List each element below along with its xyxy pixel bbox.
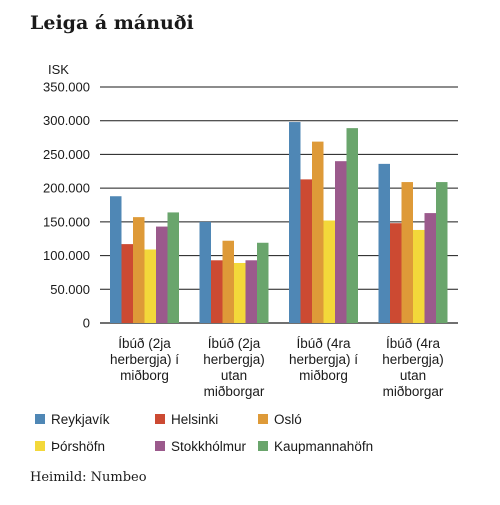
bar-þórshöfn (234, 262, 246, 323)
legend: Reykjavík Helsinki Osló Þórshöfn Stokkhólmur… (35, 412, 373, 454)
bar-helsinki (300, 179, 312, 323)
bar-stokkhólmur (335, 161, 347, 323)
legend-swatch (258, 414, 268, 424)
bar-reykjavík (199, 221, 211, 323)
bar-þórshöfn (413, 229, 425, 323)
legend-label: Kaupmannahöfn (274, 439, 373, 454)
bar-stokkhólmur (156, 226, 168, 323)
y-tick-label: 150.000 (43, 214, 90, 229)
legend-item: Osló (258, 412, 302, 427)
legend-swatch (155, 441, 165, 451)
x-category-label: Íbúð (2ja herbergja) utan miðborgar (203, 336, 265, 399)
legend-swatch (35, 414, 45, 424)
bar-kaupmannahöfn (257, 242, 269, 323)
bar-stokkhólmur (424, 213, 436, 323)
bars (110, 122, 448, 323)
bar-reykjavík (378, 163, 390, 323)
legend-swatch (258, 441, 268, 451)
legend-item: Helsinki (155, 412, 218, 427)
y-tick-label: 200.000 (43, 181, 90, 196)
legend-label: Reykjavík (51, 412, 110, 427)
x-category-label: Íbúð (2ja herbergja) í miðborg (110, 336, 179, 383)
y-axis-ticks: 0 50.000 100.000 150.000 200.000 250.000 300.0… (43, 80, 90, 331)
y-axis-label: ISK (48, 62, 69, 77)
y-tick-label: 350.000 (43, 80, 90, 95)
y-tick-label: 50.000 (50, 282, 90, 297)
source-note: Heimild: Numbeo (30, 470, 147, 485)
x-category-label: Íbúð (4ra herbergja) utan miðborgar (382, 336, 444, 399)
legend-label: Osló (274, 412, 302, 427)
legend-label: Þórshöfn (51, 439, 105, 454)
legend-label: Stokkhólmur (171, 439, 247, 454)
legend-item: Þórshöfn (35, 439, 105, 454)
bar-osló (133, 217, 145, 323)
legend-item: Stokkhólmur (155, 439, 247, 454)
bar-kaupmannahöfn (436, 182, 448, 323)
legend-swatch (35, 441, 45, 451)
bar-helsinki (390, 223, 402, 323)
bar-þórshöfn (144, 249, 156, 323)
legend-item: Reykjavík (35, 412, 110, 427)
chart-title: Leiga á mánuði (30, 12, 194, 34)
bar-stokkhólmur (245, 260, 257, 323)
bar-reykjavík (289, 122, 301, 323)
x-axis-categories: Íbúð (2ja herbergja) í miðborg Íbúð (2ja her… (110, 336, 444, 399)
bar-osló (222, 240, 234, 323)
bar-þórshöfn (323, 220, 335, 323)
y-tick-label: 100.000 (43, 248, 90, 263)
legend-swatch (155, 414, 165, 424)
y-tick-label: 250.000 (43, 147, 90, 162)
y-tick-label: 300.000 (43, 113, 90, 128)
bar-helsinki (211, 260, 223, 323)
bar-kaupmannahöfn (346, 128, 358, 323)
bar-osló (401, 182, 413, 323)
x-category-label: Íbúð (4ra herbergja) í miðborg (289, 336, 358, 383)
legend-label: Helsinki (171, 412, 218, 427)
legend-item: Kaupmannahöfn (258, 439, 373, 454)
y-tick-label: 0 (83, 316, 90, 331)
bar-kaupmannahöfn (167, 212, 179, 323)
bar-helsinki (121, 244, 133, 323)
bar-osló (312, 141, 324, 323)
bar-reykjavík (110, 196, 122, 323)
